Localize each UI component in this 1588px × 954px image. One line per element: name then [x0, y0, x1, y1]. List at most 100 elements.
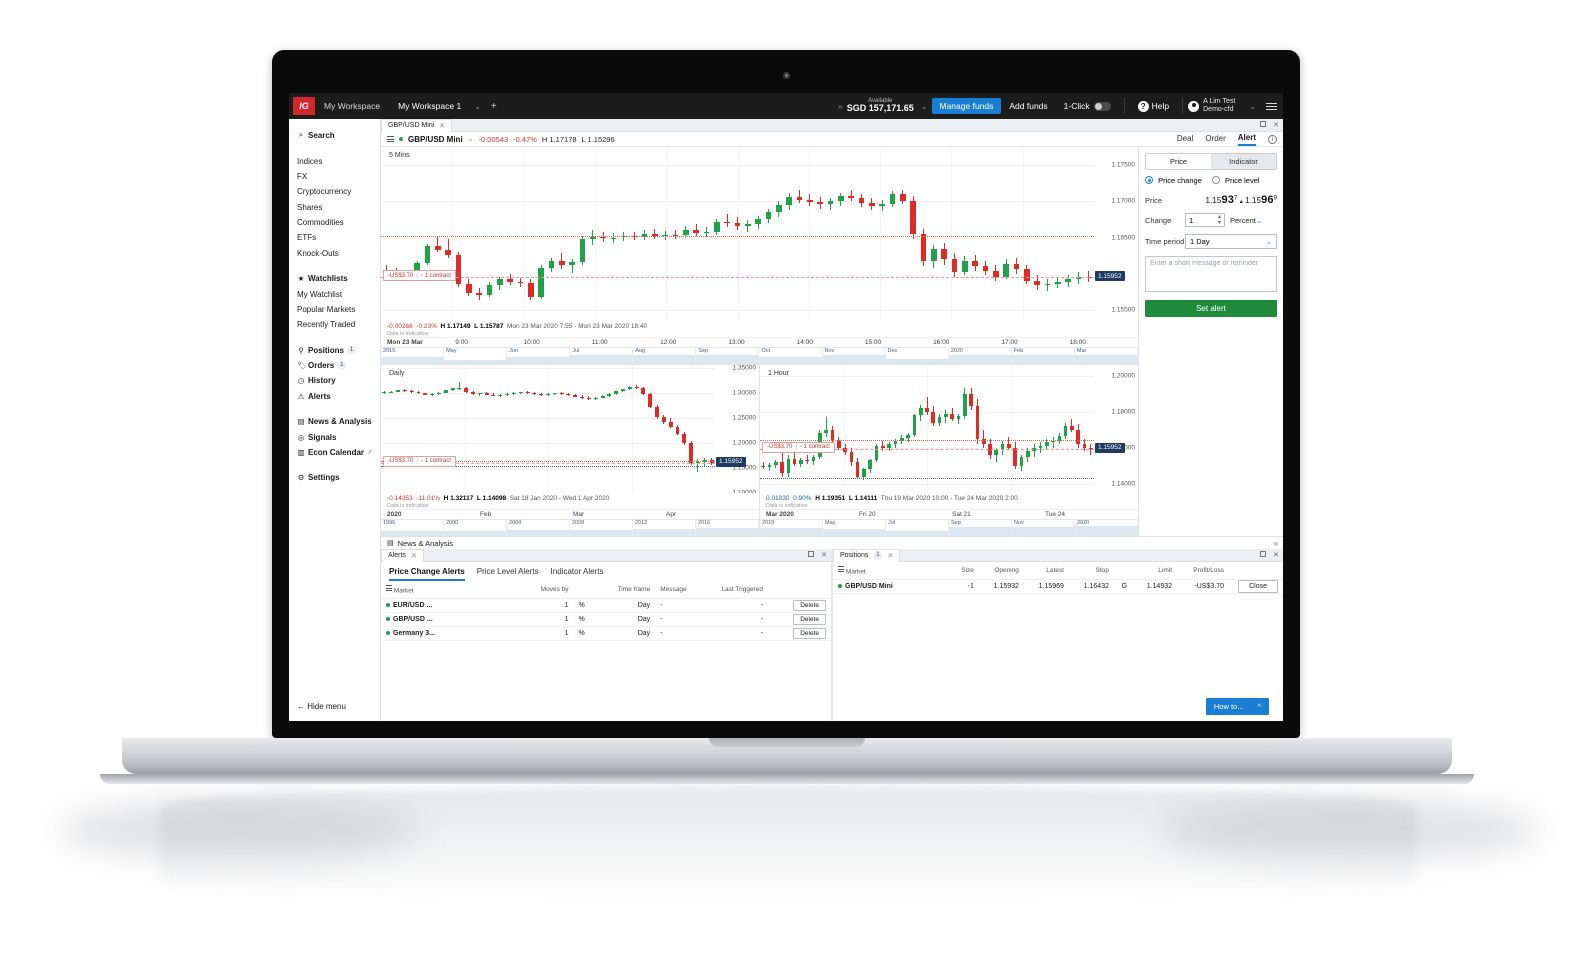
sidebar-item-shares[interactable]: Shares [289, 200, 380, 215]
alert-type-segment[interactable]: Price Indicator [1145, 153, 1277, 170]
stepper-arrows-icon[interactable]: ▲ ▼ [1217, 215, 1222, 226]
column-menu-icon[interactable] [838, 565, 844, 574]
close-icon[interactable]: ✕ [439, 122, 445, 130]
chart-overview-scrollbar[interactable]: 1996 2000 2004 2008 2012 2016 [381, 519, 759, 536]
sidebar-item-history[interactable]: ◷ History [289, 373, 380, 388]
time-period-select[interactable]: 1 Day ⌄ [1185, 234, 1277, 249]
sidebar-item-commodities[interactable]: Commodities [289, 215, 380, 230]
subtab-indicator-alerts[interactable]: Indicator Alerts [551, 567, 604, 581]
subtab-price-change-alerts[interactable]: Price Change Alerts [389, 567, 465, 581]
add-workspace-button[interactable]: + [485, 101, 503, 112]
table-row[interactable]: Germany 3... 1% Day - - Delete [381, 626, 831, 640]
segment-indicator[interactable]: Indicator [1211, 154, 1276, 169]
chart-1hour[interactable]: 1 Hour -US$3.70 | - 1 contract 1.20000 1.18… [760, 365, 1138, 493]
sidebar-item-positions[interactable]: ⚲ Positions 1 [289, 343, 380, 358]
sidebar-item-alerts[interactable]: ⚠ Alerts [289, 389, 380, 404]
alerts-tab[interactable]: Alerts ✕ [381, 549, 424, 562]
ig-logo[interactable]: IG [293, 97, 315, 115]
sidebar-item-fx[interactable]: FX [289, 169, 380, 184]
close-icon[interactable]: ✕ [1273, 551, 1279, 559]
position-tag[interactable]: -US$3.70 | - 1 contract [383, 270, 456, 281]
maximize-icon[interactable] [808, 551, 814, 557]
sidebar-item-settings[interactable]: ⚙ Settings [289, 470, 380, 485]
close-icon[interactable]: ✕ [411, 552, 417, 560]
sidebar-item-signals[interactable]: ◎ Signals [289, 429, 380, 444]
cell-market: GBP/USD Mini [833, 579, 950, 593]
segment-price[interactable]: Price [1146, 154, 1211, 169]
change-unit-select[interactable]: Percent⌄ [1230, 216, 1262, 225]
hide-menu-button[interactable]: ← Hide menu [297, 702, 346, 711]
toggle-switch[interactable] [1094, 102, 1111, 111]
expand-icon[interactable]: » [1274, 539, 1278, 548]
chart-plot-area[interactable]: -US$3.70 | - 1 contract [381, 147, 1094, 321]
subtab-price-level-alerts[interactable]: Price Level Alerts [477, 567, 539, 581]
info-icon[interactable]: i [1268, 135, 1277, 144]
cell-last-triggered: - [702, 612, 768, 626]
sidebar-item-econ-calendar[interactable]: ▥ Econ Calendar ↗ [289, 445, 380, 460]
chart-plot-area[interactable]: -US$3.70 | - 1 contract [381, 365, 715, 493]
news-analysis-strip[interactable]: ▤ News & Analysis » [381, 536, 1283, 549]
chart-menu-icon[interactable] [387, 135, 394, 144]
chart-panel-tab[interactable]: GBP/USD Mini ✕ [381, 119, 452, 132]
position-tag[interactable]: -US$3.70 | - 1 contract [383, 456, 456, 467]
collapse-icon[interactable]: » [834, 101, 847, 111]
workspace-tab[interactable]: My Workspace 1 [389, 101, 470, 111]
positions-tab[interactable]: Positions 1 ✕ [833, 549, 900, 562]
table-row[interactable]: EUR/USD ... 1% Day - - Delete [381, 598, 831, 612]
chevron-down-icon[interactable]: ⌄ [468, 135, 474, 143]
chevron-down-icon[interactable]: ⌄ [470, 102, 485, 111]
time-axis-tick: Fri 20 [859, 511, 952, 518]
position-tag[interactable]: -US$3.70 | - 1 contract [762, 442, 835, 453]
candle-body [913, 415, 917, 435]
search-input[interactable]: ⌕ Search [289, 127, 380, 143]
add-funds-button[interactable]: Add funds [1001, 98, 1055, 114]
available-funds[interactable]: Available SGD 157,171.65 [847, 98, 917, 114]
sidebar-item-recently-traded[interactable]: Recently Traded [289, 317, 380, 332]
how-to-button[interactable]: How to... ^ [1206, 698, 1269, 715]
close-icon[interactable]: ✕ [1273, 121, 1279, 129]
radio-price-change[interactable]: Price change [1145, 176, 1202, 185]
chart-plot-area[interactable]: -US$3.70 | - 1 contract [760, 365, 1094, 493]
sidebar-item-orders[interactable]: 🏷 Orders 1 [289, 358, 380, 373]
sidebar-item-my-watchlist[interactable]: My Watchlist [289, 286, 380, 301]
manage-funds-button[interactable]: Manage funds [932, 98, 1002, 114]
table-row[interactable]: GBP/USD Mini -1 1.15932 1.15969 1.16432 G 1.14… [833, 579, 1283, 593]
close-icon[interactable]: ✕ [887, 552, 893, 560]
delete-button[interactable]: Delete [793, 600, 826, 611]
sidebar-item-knock-outs[interactable]: Knock-Outs [289, 246, 380, 261]
delete-button[interactable]: Delete [793, 628, 826, 639]
maximize-icon[interactable] [1260, 551, 1266, 557]
close-icon[interactable]: ✕ [821, 551, 827, 559]
change-stepper[interactable]: 1 ▲ ▼ [1185, 213, 1225, 227]
chart-overview-scrollbar[interactable]: 2019 May Jul Sep Nov 2020 [760, 519, 1138, 536]
tab-alert[interactable]: Alert [1238, 133, 1256, 146]
chart-5mins[interactable]: 5 Mins -US$3.70 | - 1 contract 1.17500 1.17… [381, 147, 1138, 321]
sidebar-item-news-analysis[interactable]: ▤ News & Analysis [289, 414, 380, 429]
account-menu[interactable]: A Lim Test Demo-cfd [1188, 98, 1235, 113]
account-name: A Lim Test [1203, 98, 1235, 106]
radio-price-level[interactable]: Price level [1212, 176, 1260, 185]
account-chevron-icon[interactable]: ⌄ [1235, 102, 1266, 111]
sidebar-item-indices[interactable]: Indices [289, 153, 380, 168]
maximize-icon[interactable] [1260, 121, 1266, 127]
close-position-button[interactable]: Close [1238, 580, 1278, 593]
workspace-menu[interactable]: My Workspace [315, 101, 389, 111]
chart-overview-scrollbar[interactable]: 2019 May Jun Jul Aug Sep Oct Nov Dec 2020 Feb Mar [381, 347, 1138, 364]
sidebar-item-popular-markets[interactable]: Popular Markets [289, 302, 380, 317]
menu-icon[interactable] [1266, 101, 1277, 112]
sidebar-item-watchlists[interactable]: ★ Watchlists [289, 271, 380, 286]
alert-message-input[interactable]: Enter a short message or reminder [1145, 256, 1277, 292]
table-row[interactable]: GBP/USD ... 1% Day - - Delete [381, 612, 831, 626]
column-menu-icon[interactable] [386, 584, 392, 593]
chart-daily[interactable]: Daily -US$3.70 | - 1 contract 1.35000 1.300… [381, 365, 759, 493]
overview-tick: 2008 [570, 520, 633, 536]
sidebar-item-cryptocurrency[interactable]: Cryptocurrency [289, 184, 380, 199]
tab-deal[interactable]: Deal [1177, 134, 1193, 145]
delete-button[interactable]: Delete [793, 614, 826, 625]
sidebar-item-etfs[interactable]: ETFs [289, 230, 380, 245]
tab-order[interactable]: Order [1205, 134, 1225, 145]
one-click-toggle[interactable]: 1-Click [1056, 98, 1119, 114]
available-chevron-icon[interactable]: ⌄ [917, 102, 932, 111]
help-button[interactable]: ? Help [1130, 98, 1177, 115]
set-alert-button[interactable]: Set alert [1145, 300, 1277, 317]
